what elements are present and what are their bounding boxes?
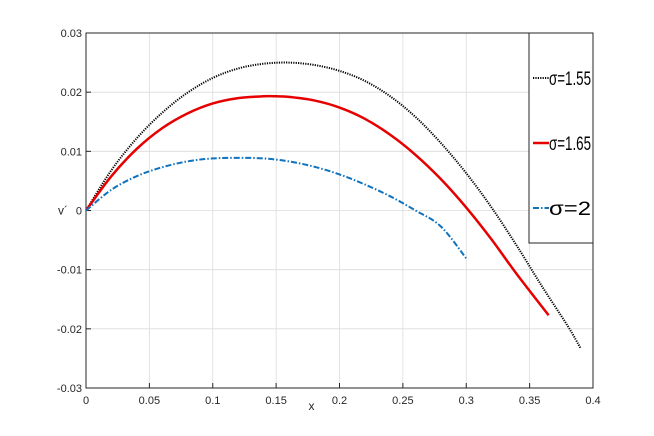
- x-tick-label: 0.05: [139, 395, 160, 407]
- x-tick-label: 0.4: [585, 395, 600, 407]
- y-tick-label: -0.02: [57, 324, 82, 336]
- x-axis-label: x: [309, 399, 315, 413]
- y-tick-label: 0.01: [61, 146, 82, 158]
- x-tick-label: 0.15: [265, 395, 286, 407]
- x-tick-label: 0.1: [205, 395, 220, 407]
- y-tick-label: -0.01: [57, 265, 82, 277]
- legend-label: σ=1.65: [549, 134, 591, 155]
- x-axis: 0 0.05 0.1 0.15 0.2 0.25 0.3 0.35 0.4: [83, 383, 601, 407]
- x-tick-label: 0.25: [392, 395, 413, 407]
- series-group: [84, 61, 582, 349]
- y-tick-label: 0.03: [61, 28, 82, 40]
- legend-label: σ=2: [549, 199, 591, 220]
- x-tick-label: 0.2: [332, 395, 347, 407]
- x-tick-label: 0.3: [459, 395, 474, 407]
- legend-label: σ=1.55: [549, 69, 591, 90]
- series-line-2: [84, 94, 550, 316]
- series-line-3: [85, 156, 468, 260]
- y-axis: -0.03 -0.02 -0.01 0 0.01 0.02 0.03: [57, 28, 91, 395]
- y-tick-label: 0: [76, 206, 82, 218]
- grid: [85, 32, 594, 389]
- y-tick-label: 0.02: [61, 87, 82, 99]
- x-tick-label: 0: [83, 395, 89, 407]
- x-tick-label: 0.35: [519, 395, 540, 407]
- legend-box: [528, 32, 594, 244]
- y-tick-label: -0.03: [57, 383, 82, 395]
- y-axis-label: v´: [58, 204, 68, 218]
- legend: σ=1.55 σ=1.65 σ=2: [528, 32, 594, 244]
